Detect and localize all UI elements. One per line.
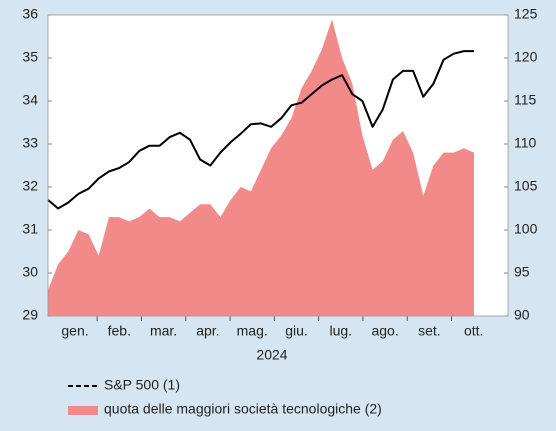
y-tick-label: 33 xyxy=(22,135,38,151)
x-tick-label: ago. xyxy=(371,323,398,339)
y-tick-label: 34 xyxy=(22,92,38,108)
legend-label: S&P 500 (1) xyxy=(104,377,180,393)
x-tick-label: gen. xyxy=(61,323,88,339)
x-tick-label: mar. xyxy=(150,323,177,339)
y-tick-label: 32 xyxy=(22,178,38,194)
x-tick-label: apr. xyxy=(196,323,219,339)
y2-tick-label: 95 xyxy=(514,264,530,280)
x-tick-label: ott. xyxy=(464,323,483,339)
y2-tick-label: 100 xyxy=(514,221,538,237)
y2-tick-label: 110 xyxy=(514,135,537,151)
line xyxy=(47,50,474,210)
y-tick-label: 35 xyxy=(22,49,38,65)
area xyxy=(48,19,474,317)
y2-tick-label: 105 xyxy=(514,178,538,194)
y2-tick-label: 125 xyxy=(514,6,538,22)
y2-tick-label: 120 xyxy=(514,49,538,65)
y2-tick-label: 90 xyxy=(514,307,530,323)
y-tick-label: 30 xyxy=(22,264,38,280)
legend-label: quota delle maggiori società tecnologich… xyxy=(104,401,382,417)
x-tick-label: set. xyxy=(418,323,441,339)
y-tick-label: 29 xyxy=(22,307,38,323)
plot-frame xyxy=(47,14,509,317)
x-tick-label: feb. xyxy=(108,323,131,339)
legend-swatch xyxy=(68,406,98,415)
x-axis-label: 2024 xyxy=(256,347,287,363)
x-tick-label: lug. xyxy=(330,323,353,339)
y-tick-label: 31 xyxy=(22,221,38,237)
x-tick-label: giu. xyxy=(285,323,308,339)
y-tick-label: 36 xyxy=(22,6,38,22)
x-tick-label: mag. xyxy=(237,323,268,339)
y2-tick-label: 115 xyxy=(514,92,537,108)
